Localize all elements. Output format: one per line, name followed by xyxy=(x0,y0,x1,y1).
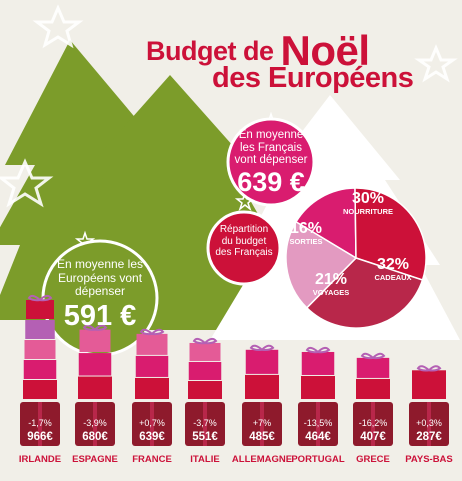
gift-stacks xyxy=(20,294,449,446)
pie-label-nourriture: 30% NOURRITURE xyxy=(328,190,408,216)
change-label: -16,2% xyxy=(358,418,388,428)
amount-label: 464€ xyxy=(305,431,331,443)
pie-label-sorties: 16% SORTIES xyxy=(281,220,331,246)
pie-pct: 21% xyxy=(314,271,348,288)
pie-label-cadeaux: 32% CADEAUX xyxy=(358,256,428,282)
country-label: PORTUGAL xyxy=(291,454,345,465)
pie-pct: 16% xyxy=(289,220,323,237)
europe-bubble-text: En moyenne les Européens vont dépenser 5… xyxy=(52,257,148,333)
gift-bow-icon xyxy=(139,328,165,336)
gift-box-irlande xyxy=(23,360,57,379)
gift-bow-icon xyxy=(82,324,108,331)
change-label: +0,7% xyxy=(139,418,165,428)
gift-box-irlande xyxy=(23,380,57,399)
france-bubble-caption: En moyenne les Français vont dépenser xyxy=(234,129,308,166)
gift-ribbon xyxy=(150,402,154,446)
country-label: PAYS-BAS xyxy=(405,454,453,465)
change-label: -13,5% xyxy=(303,418,333,428)
change-label: +7% xyxy=(252,418,272,428)
country-label: ESPAGNE xyxy=(72,454,118,465)
gift-box-allemagne xyxy=(245,374,279,399)
country-label: FRANCE xyxy=(132,454,172,465)
pie-category: SORTIES xyxy=(289,237,323,246)
star-icon xyxy=(414,44,458,83)
star-icon xyxy=(32,4,84,49)
pie-pct: 30% xyxy=(351,190,385,207)
amount-label: 966€ xyxy=(27,431,53,443)
gift-box-grece xyxy=(356,357,390,378)
pie-caption-bubble xyxy=(206,210,282,286)
gift-box-france xyxy=(135,355,169,377)
change-label: -3,9% xyxy=(83,418,107,428)
amount-label: 287€ xyxy=(416,431,442,443)
country-label: GRECE xyxy=(356,454,390,465)
country-label: ALLEMAGNE xyxy=(231,454,293,465)
country-label: IRLANDE xyxy=(18,454,62,465)
europe-bubble-amount: 591 € xyxy=(63,299,137,332)
amount-label: 407€ xyxy=(360,431,386,443)
gift-box-italie xyxy=(188,361,222,380)
gift-box-espagne xyxy=(79,329,111,353)
pie-slice-voyages xyxy=(285,220,358,309)
gift-ribbon xyxy=(260,402,264,446)
gift-box-espagne xyxy=(78,376,112,399)
gift-box-france xyxy=(136,333,168,355)
europe-bubble-caption: En moyenne les Européens vont dépenser xyxy=(56,257,144,298)
gift-bow-icon xyxy=(249,344,275,352)
gift-ribbon xyxy=(93,402,97,446)
title-prefix: Budget de xyxy=(146,36,274,66)
gift-box-irlande xyxy=(26,300,54,319)
gift-ribbon xyxy=(427,402,431,446)
gift-box-pays-bas xyxy=(412,370,446,399)
budget-pie-chart xyxy=(285,187,427,329)
gift-bow-icon xyxy=(27,294,53,302)
gift-bow-icon xyxy=(416,365,442,372)
change-label: -3,7% xyxy=(193,418,217,428)
gift-bow-icon xyxy=(360,352,386,360)
gift-box-grece xyxy=(356,378,390,399)
gift-box-italie xyxy=(189,342,221,361)
chart-title-line1: Budget de Noël xyxy=(146,22,370,74)
pie-slice-nourriture xyxy=(354,187,427,281)
gift-ribbon xyxy=(38,402,42,446)
france-average-bubble xyxy=(226,117,316,207)
chart-title-line2: des Européens xyxy=(212,62,414,94)
gift-ribbon xyxy=(203,402,207,446)
gift-box-france xyxy=(135,377,169,399)
gift-bow-icon xyxy=(192,337,218,345)
pie-category: CADEAUX xyxy=(374,273,412,282)
amount-label: 485€ xyxy=(249,431,275,443)
france-bubble-amount: 639 € xyxy=(237,166,305,197)
amount-label: 639€ xyxy=(139,431,165,443)
gift-bow-icon xyxy=(305,346,331,354)
change-label: -1,7% xyxy=(28,418,52,428)
pie-slice-sorties xyxy=(294,187,357,260)
france-bubble-text: En moyenne les Français vont dépenser 63… xyxy=(232,129,310,197)
pie-caption: Répartition du budget des Français xyxy=(215,224,273,258)
amount-label: 551€ xyxy=(192,431,218,443)
title-noel: Noël xyxy=(280,27,371,74)
gift-box-irlande xyxy=(25,320,55,339)
change-label: +0,3% xyxy=(416,418,442,428)
gift-box-espagne xyxy=(78,353,112,376)
country-label: ITALIE xyxy=(190,454,220,465)
pie-slice-cadeaux xyxy=(305,257,424,329)
pie-label-voyages: 21% VOYAGES xyxy=(296,271,366,297)
pie-category: VOYAGES xyxy=(312,288,350,297)
gift-box-allemagne xyxy=(245,349,279,374)
gift-box-irlande xyxy=(24,340,56,359)
amount-label: 680€ xyxy=(82,431,108,443)
gift-ribbon xyxy=(371,402,375,446)
gift-box-portugal xyxy=(301,351,335,375)
gift-box-italie xyxy=(188,380,222,399)
gift-ribbon xyxy=(316,402,320,446)
gift-box-portugal xyxy=(301,375,335,399)
star-icon xyxy=(0,158,54,208)
pie-pct: 32% xyxy=(376,256,410,273)
pie-category: NOURRITURE xyxy=(343,207,393,216)
